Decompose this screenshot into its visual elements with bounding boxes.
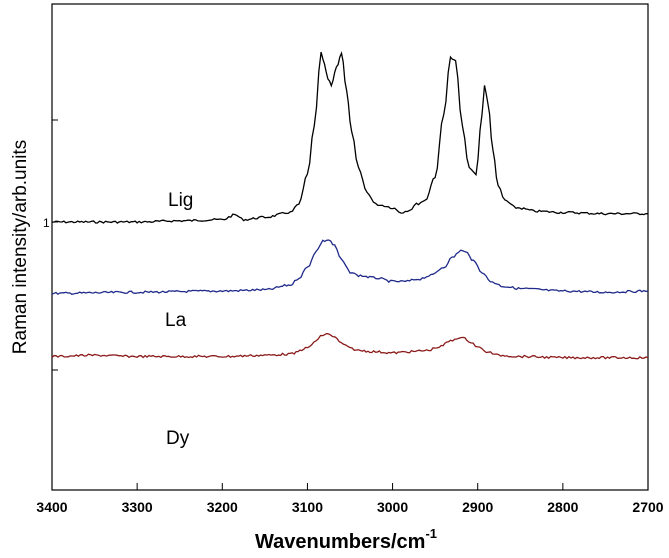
x-axis-ticks: 3400 3300 3200 3100 3000 2900 2800 2700 bbox=[36, 483, 664, 515]
plot-frame bbox=[51, 3, 649, 491]
x-tick-label: 3400 bbox=[36, 499, 67, 515]
series-line-dy bbox=[51, 332, 649, 360]
x-tick-label: 3100 bbox=[292, 499, 323, 515]
series-label-lig: Lig bbox=[168, 190, 193, 211]
series-line-lig bbox=[51, 51, 649, 224]
series-label-dy: Dy bbox=[166, 428, 190, 449]
y-tick-label-1: 1 bbox=[43, 216, 50, 230]
y-axis-title: Raman intensity/arb.units bbox=[10, 140, 31, 354]
series-line-la bbox=[51, 239, 649, 296]
x-tick-label: 2900 bbox=[462, 499, 493, 515]
x-tick-label: 3300 bbox=[122, 499, 153, 515]
x-tick-label: 2800 bbox=[547, 499, 578, 515]
x-tick-label: 3200 bbox=[207, 499, 238, 515]
series-labels: Lig La Dy bbox=[165, 190, 193, 449]
x-axis-title-main: Wavenumbers/cm bbox=[255, 531, 425, 553]
x-tick-label: 2700 bbox=[632, 499, 663, 515]
x-axis-title-superscript: -1 bbox=[425, 526, 437, 541]
x-tick-label: 3000 bbox=[377, 499, 408, 515]
y-axis-ticks bbox=[52, 119, 58, 371]
series-lines bbox=[51, 51, 649, 360]
x-axis-title: Wavenumbers/cm-1 bbox=[255, 526, 437, 553]
series-label-la: La bbox=[165, 310, 187, 331]
